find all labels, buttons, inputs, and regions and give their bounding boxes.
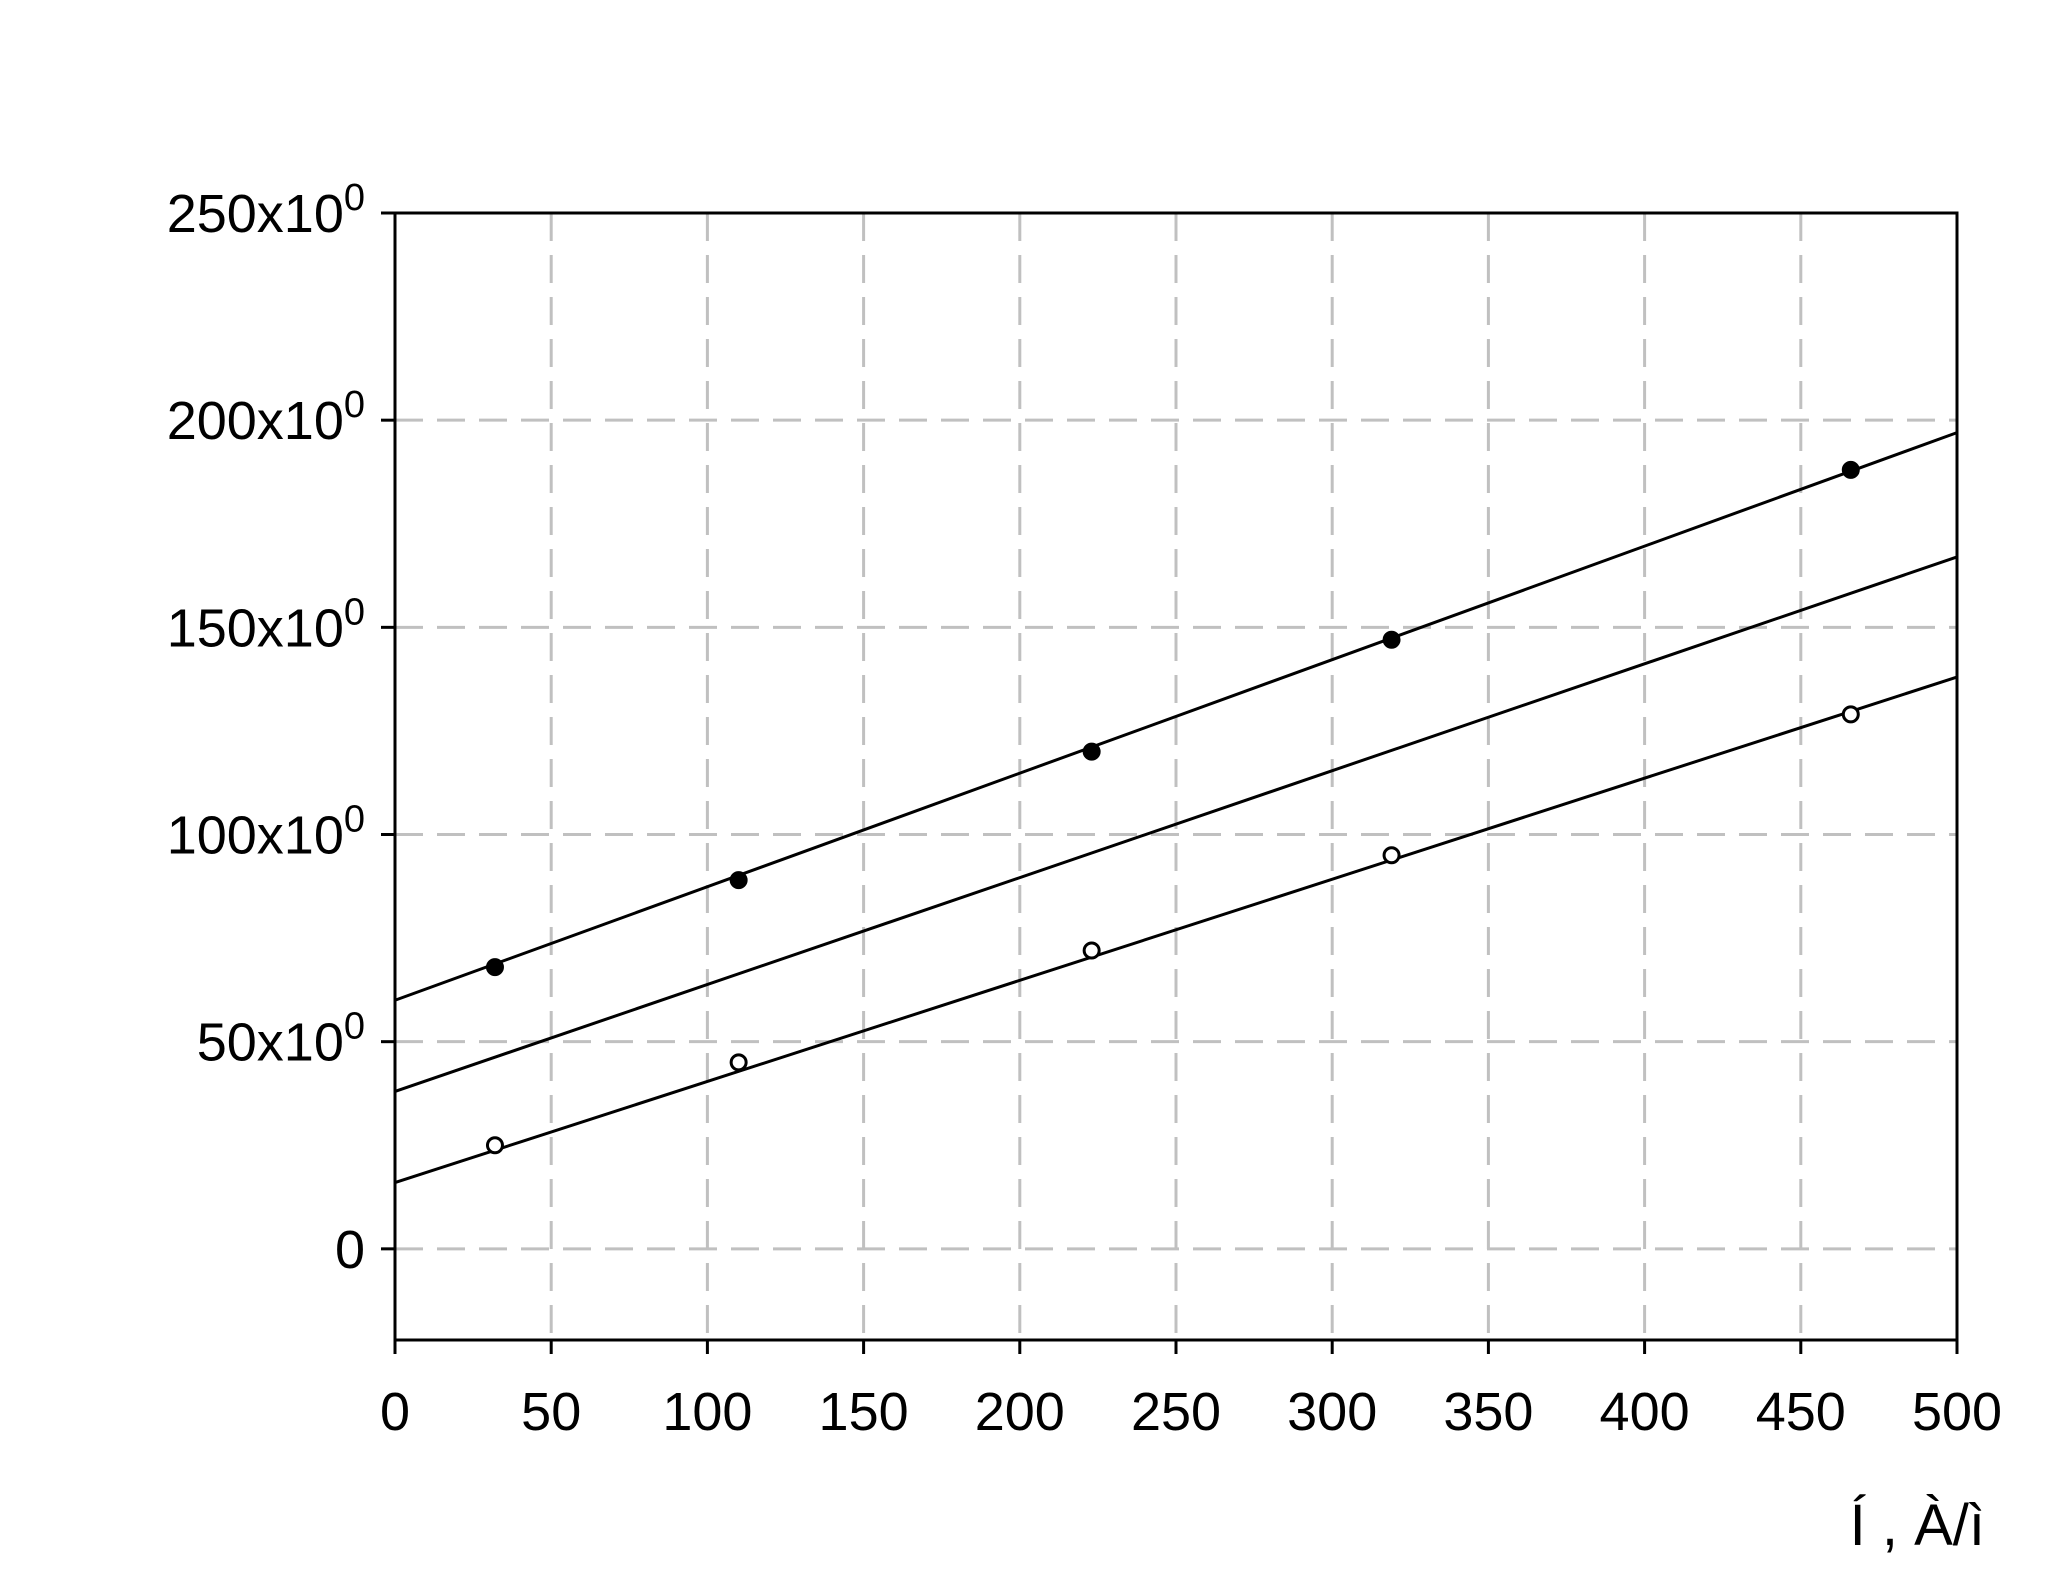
x-tick-label: 400 <box>1600 1382 1690 1442</box>
open-circle-point <box>485 1136 504 1155</box>
filled-circle-point <box>1382 630 1401 649</box>
x-tick-label: 350 <box>1443 1382 1533 1442</box>
x-tick-label: 300 <box>1287 1382 1377 1442</box>
open-circle-point <box>1082 941 1101 960</box>
x-tick-label: 200 <box>975 1382 1065 1442</box>
y-tick-label: 200x100 <box>167 384 365 451</box>
x-axis-title: Í , À/ì <box>1850 1493 1985 1558</box>
x-tick-label: 450 <box>1756 1382 1846 1442</box>
series-fit-line <box>394 555 1958 1093</box>
y-tick-label: 0 <box>335 1220 365 1280</box>
series-fit-line <box>394 675 1958 1184</box>
x-tick-label: 0 <box>380 1382 410 1442</box>
filled-circle-point <box>1082 742 1101 761</box>
series-layer <box>394 431 1958 1184</box>
x-tick-label: 500 <box>1912 1382 2002 1442</box>
open-circle-point <box>1841 705 1860 724</box>
open-circle-point <box>729 1053 748 1072</box>
series-fit-line <box>394 431 1958 1002</box>
x-tick-label: 50 <box>521 1382 581 1442</box>
filled-circle-point <box>1841 460 1860 479</box>
x-tick-label: 250 <box>1131 1382 1221 1442</box>
marker-layer <box>485 460 1860 1155</box>
open-circle-point <box>1382 846 1401 865</box>
filled-circle-point <box>485 958 504 977</box>
filled-circle-point <box>729 871 748 890</box>
y-tick-label: 150x100 <box>167 591 365 658</box>
axis-layer: 0 50 100 150 200 250 300 350 400 450 500 0 50x100 100… <box>167 177 2002 1442</box>
x-tick-label: 100 <box>662 1382 752 1442</box>
grid-layer <box>395 213 1957 1340</box>
y-tick-label: 250x100 <box>167 177 365 244</box>
x-tick-label: 150 <box>819 1382 909 1442</box>
y-tick-label: 50x100 <box>197 1006 365 1073</box>
y-tick-label: 100x100 <box>167 799 365 866</box>
